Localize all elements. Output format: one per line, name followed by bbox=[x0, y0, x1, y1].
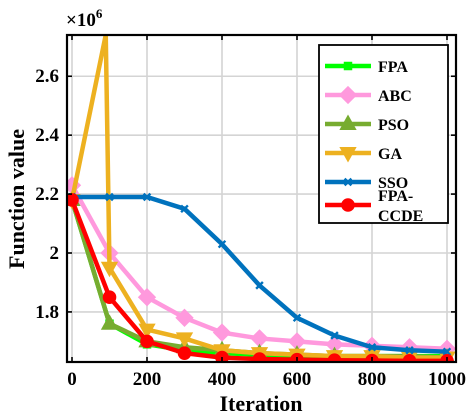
legend-entry: ABC bbox=[325, 85, 412, 105]
legend-label: SSO bbox=[378, 175, 408, 192]
x-axis-title: Iteration bbox=[219, 391, 302, 416]
x-tick-label: 1000 bbox=[428, 369, 466, 390]
y-tick-label: 2.6 bbox=[35, 66, 59, 87]
ticks bbox=[67, 35, 456, 362]
data-point bbox=[180, 204, 189, 214]
y-axis-title: Function value bbox=[4, 129, 29, 269]
legend-swatch-marker bbox=[341, 198, 355, 212]
legend-swatch-marker bbox=[338, 85, 358, 105]
data-point bbox=[217, 239, 227, 249]
data-point bbox=[402, 354, 417, 362]
y-tick-label: 2 bbox=[50, 243, 60, 264]
data-point bbox=[255, 281, 264, 290]
data-point bbox=[100, 261, 119, 278]
legend-label: GA bbox=[378, 146, 402, 163]
data-point bbox=[175, 332, 194, 348]
legend-label: FPA-CCDE bbox=[378, 188, 423, 225]
data-point bbox=[100, 314, 119, 330]
x-tick-label: 0 bbox=[67, 369, 77, 390]
legend-entry: PSO bbox=[325, 114, 409, 134]
x-tick-label: 600 bbox=[283, 369, 312, 390]
series-line bbox=[69, 35, 447, 360]
legend-label: ABC bbox=[378, 88, 412, 105]
data-point bbox=[105, 192, 114, 202]
legend-swatch-marker bbox=[343, 177, 353, 187]
data-point bbox=[292, 313, 302, 323]
legend-label: PSO bbox=[378, 117, 409, 134]
y-exponent-label: ×106 bbox=[66, 6, 103, 31]
legend-entry: GA bbox=[325, 146, 402, 163]
data-point bbox=[102, 290, 117, 304]
legend-entry: FPA-CCDE bbox=[325, 188, 423, 225]
data-point bbox=[137, 288, 157, 307]
data-point bbox=[138, 323, 156, 340]
legend-box bbox=[318, 44, 449, 224]
plot-frame bbox=[65, 33, 458, 364]
data-point bbox=[215, 350, 229, 362]
x-tick-label: 800 bbox=[358, 369, 387, 390]
data-point bbox=[367, 343, 377, 352]
y-tick-label: 1.8 bbox=[35, 302, 59, 323]
data-point bbox=[327, 353, 342, 362]
legend-label: FPA bbox=[378, 59, 408, 76]
data-point bbox=[175, 308, 194, 327]
legend-swatch-marker bbox=[343, 61, 353, 71]
tick-labels: 0 200 400 600 800 1000 1.8 2 2.2 2.4 2.6 bbox=[35, 66, 466, 390]
series-6 bbox=[67, 193, 454, 362]
data-point bbox=[330, 331, 339, 340]
x-tick-label: 200 bbox=[133, 369, 162, 390]
legend-entry: FPA bbox=[325, 59, 408, 76]
legend-swatch-marker bbox=[339, 146, 357, 163]
x-tick-label: 400 bbox=[208, 369, 237, 390]
legend-entry: SSO bbox=[325, 175, 408, 192]
series-layer bbox=[67, 35, 456, 362]
data-point bbox=[142, 192, 152, 202]
data-point bbox=[405, 345, 414, 355]
y-tick-label: 2.2 bbox=[35, 184, 59, 205]
legend-swatch-marker bbox=[339, 114, 357, 131]
data-point bbox=[442, 347, 452, 356]
data-point bbox=[252, 352, 267, 362]
y-tick-label: 2.4 bbox=[35, 125, 59, 146]
data-point bbox=[140, 334, 154, 349]
data-point bbox=[177, 346, 192, 360]
